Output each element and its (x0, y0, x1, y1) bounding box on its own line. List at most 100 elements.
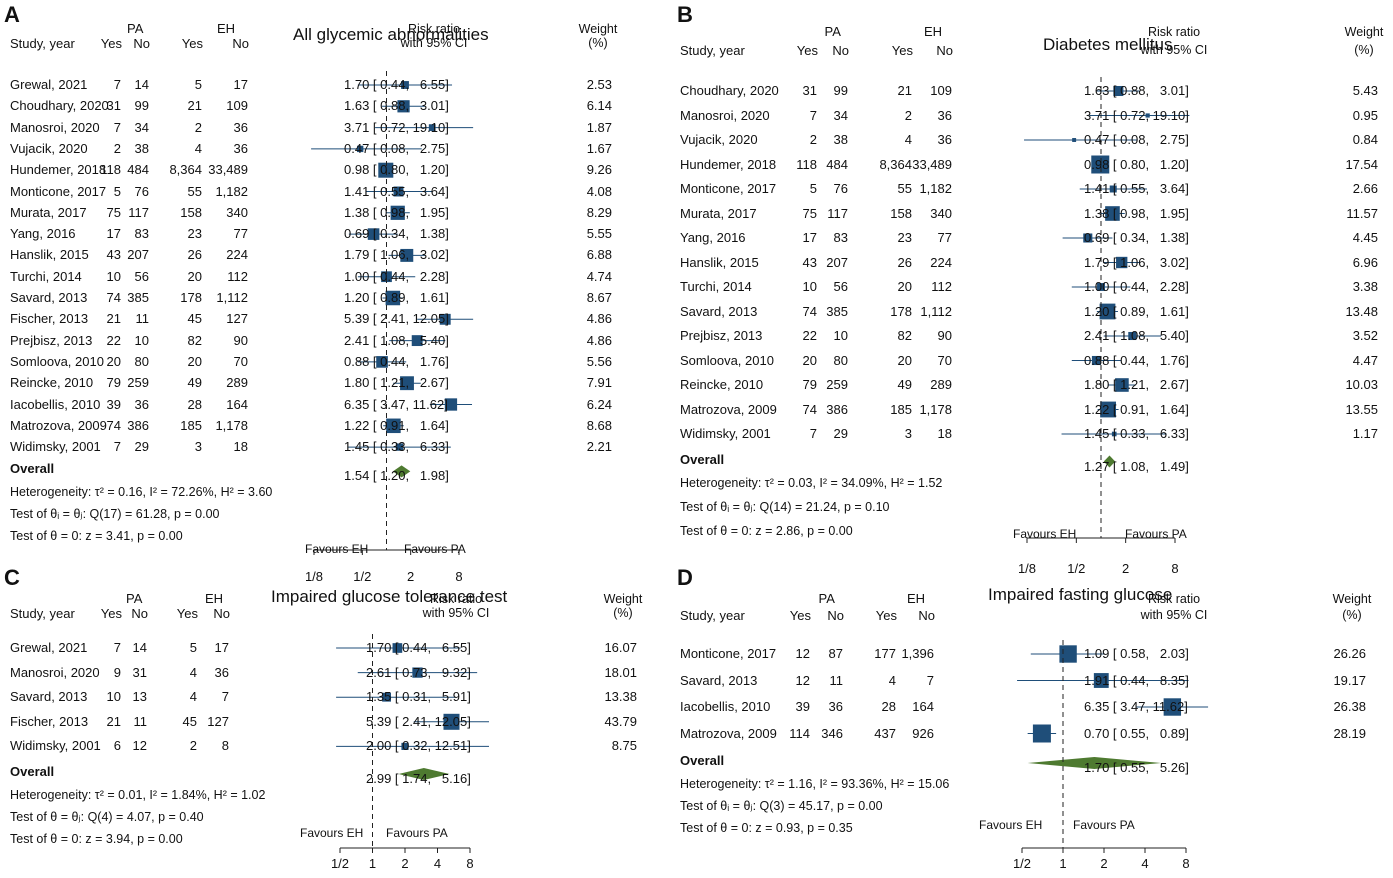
header-study: Study, year (680, 43, 745, 58)
panel-label-c: C (4, 565, 20, 590)
table-cell-pa-no: 38 (833, 132, 848, 147)
table-cell-pa-no: 76 (833, 181, 848, 196)
table-cell-eh-yes: 4 (194, 140, 202, 156)
header-pa-yes: Yes (100, 36, 122, 51)
table-cell-risk-ratio-ci: 2.61 [ 0.73, 9.32] (366, 664, 471, 680)
effect-marker (1059, 645, 1077, 663)
table-cell-pa-no: 56 (833, 279, 848, 294)
table-cell-eh-yes: 23 (897, 230, 912, 245)
header-weight: Weight (1332, 592, 1372, 606)
effect-marker (1128, 331, 1137, 341)
table-cell-risk-ratio-ci: 0.47 [ 0.08, 2.75] (344, 140, 449, 156)
effect-marker (1091, 155, 1110, 174)
forest-plot-d (1017, 640, 1209, 853)
header-pa: PA (126, 591, 143, 606)
table-row-study: Grewal, 2021 (10, 640, 88, 655)
table-cell-eh-no: 112 (227, 268, 248, 284)
table-cell-eh-no: 340 (226, 204, 248, 220)
table-cell-pa-no: 34 (833, 107, 848, 123)
table-cell-eh-no: 164 (912, 699, 934, 714)
table-cell-pa-yes: 9 (113, 664, 121, 680)
table-cell-weight: 2.53 (586, 77, 612, 92)
table-cell-pa-yes: 10 (106, 268, 121, 284)
table-cell-risk-ratio-ci: 1.20 [ 0.89, 1.61] (1084, 303, 1189, 319)
table-row-study: Murata, 2017 (680, 205, 757, 221)
effect-marker (439, 313, 451, 325)
header-study: Study, year (10, 36, 75, 51)
table-cell-pa-yes: 17 (802, 230, 817, 245)
table-row-study: Manosroi, 2020 (680, 107, 770, 123)
table-cell-pa-no: 34 (134, 119, 149, 135)
header-pa-yes: Yes (789, 608, 811, 623)
table-cell-eh-yes: 177 (874, 646, 896, 661)
table-cell-eh-no: 1,182 (215, 183, 248, 199)
favours-eh-label: Favours EH (979, 818, 1043, 832)
table-cell-pa-no: 83 (134, 226, 149, 242)
x-tick-label: 8 (1182, 856, 1190, 871)
header-ci: with 95% CI (400, 36, 468, 50)
x-tick-label: 8 (1171, 561, 1179, 576)
table-cell-eh-yes: 4 (904, 132, 912, 147)
effect-marker (1116, 256, 1128, 269)
table-cell-risk-ratio-ci: 0.70 [ 0.55, 0.89] (1084, 725, 1189, 741)
table-row-study: Yang, 2016 (680, 230, 746, 245)
heterogeneity-stat: Heterogeneity: τ² = 0.01, I² = 1.84%, H²… (10, 788, 266, 802)
table-cell-pa-no: 117 (827, 205, 848, 221)
header-pa: PA (818, 591, 835, 606)
table-row-study: Choudhary, 2020 (680, 83, 779, 98)
header-eh-yes: Yes (176, 606, 198, 621)
table-cell-pa-no: 36 (828, 699, 843, 714)
table-cell-weight: 4.74 (586, 268, 612, 284)
header-eh-no: No (936, 43, 953, 58)
table-cell-pa-yes: 2 (113, 140, 121, 156)
table-cell-pa-yes: 74 (106, 290, 121, 305)
table-cell-eh-no: 7 (926, 672, 934, 688)
table-cell-pa-yes: 31 (106, 98, 121, 114)
table-cell-weight: 4.45 (1352, 230, 1378, 245)
header-eh: EH (924, 24, 943, 39)
table-row-study: Turchi, 2014 (680, 279, 752, 294)
table-cell-pa-no: 207 (826, 254, 848, 270)
x-tick-label: 1/2 (353, 569, 372, 584)
table-cell-pa-no: 99 (833, 83, 848, 98)
table-cell-eh-yes: 5 (189, 640, 197, 655)
table-cell-weight: 6.24 (586, 396, 612, 412)
table-cell-risk-ratio-ci: 1.00 [ 0.44, 2.28] (344, 268, 449, 284)
effect-marker (386, 418, 401, 434)
table-cell-risk-ratio-ci: 1.63 [ 0.88, 3.01] (1084, 83, 1189, 98)
effect-marker (444, 398, 458, 411)
table-row-study: Iacobellis, 2010 (10, 396, 101, 412)
table-cell-pa-yes: 7 (809, 426, 817, 441)
table-cell-eh-yes: 2 (194, 119, 202, 135)
favours-pa-label: Favours PA (386, 826, 448, 840)
table-cell-weight: 8.75 (611, 738, 637, 754)
table-cell-weight: 4.86 (586, 311, 612, 327)
table-cell-weight: 8.67 (586, 290, 612, 305)
header-eh-yes: Yes (181, 36, 203, 51)
table-cell-pa-no: 117 (128, 204, 149, 220)
table-cell-eh-no: 36 (233, 119, 248, 135)
x-tick-label: 2 (401, 856, 409, 871)
table-cell-eh-yes: 8,364 (169, 162, 202, 178)
table-cell-pa-no: 11 (133, 713, 148, 729)
table-cell-weight: 3.52 (1352, 328, 1378, 343)
effect-marker (1111, 431, 1117, 437)
table-row-study: Turchi, 2014 (10, 268, 82, 284)
table-cell-weight: 2.66 (1352, 181, 1378, 196)
effect-marker (401, 742, 409, 750)
table-cell-pa-yes: 5 (809, 181, 817, 196)
table-cell-eh-no: 1,182 (919, 181, 952, 196)
effect-marker (400, 376, 414, 391)
heterogeneity-stat: Heterogeneity: τ² = 1.16, I² = 93.36%, H… (680, 777, 950, 791)
overall-ci: 1.27 [ 1.08, 1.49] (1084, 458, 1189, 474)
table-row-study: Matrozova, 2009 (10, 417, 107, 433)
table-cell-weight: 6.96 (1352, 254, 1378, 270)
table-row-study: Choudhary, 2020 (10, 98, 109, 114)
table-cell-risk-ratio-ci: 1.00 [ 0.44, 2.28] (1084, 279, 1189, 294)
table-cell-risk-ratio-ci: 1.80 [ 1.21, 2.67] (1084, 377, 1189, 392)
table-cell-pa-yes: 118 (796, 156, 817, 172)
table-cell-weight: 6.14 (586, 98, 612, 114)
chart-title-c: Impaired glucose tolerance test (271, 587, 508, 606)
table-row-study: Manosroi, 2020 (10, 664, 100, 680)
header-weight: Weight (603, 592, 643, 606)
